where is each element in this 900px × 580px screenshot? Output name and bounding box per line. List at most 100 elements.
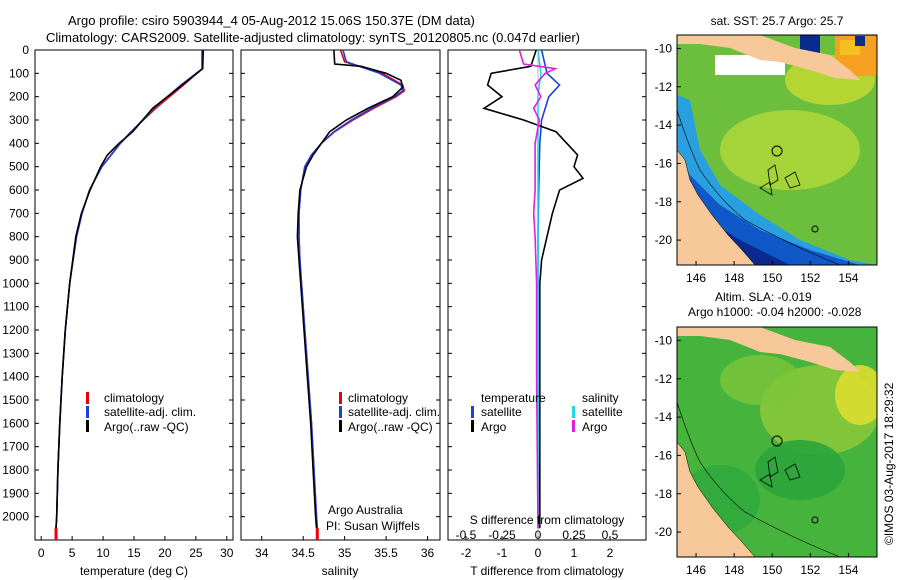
sst-map: [677, 35, 877, 265]
map-lat-tick-label: -10: [655, 41, 673, 55]
island-marker: [811, 225, 819, 233]
map-lon-tick-label: 152: [800, 563, 820, 577]
map-lon-tick-label: 152: [800, 271, 820, 285]
x-tick-label: 35: [338, 546, 352, 560]
panel-series-group: [296, 50, 406, 529]
map-lat-tick-label: -12: [655, 372, 673, 386]
s-diff-tick-label: -0.25: [488, 528, 516, 542]
x-tick-label: 30: [220, 546, 234, 560]
depth-tick-label: 1400: [2, 370, 29, 384]
x-tick-label: 34.5: [292, 546, 316, 560]
map-lon-tick-label: 154: [838, 563, 858, 577]
map-lat-tick-label: -12: [655, 80, 673, 94]
reef-outline: [759, 164, 801, 196]
salinity-axes: [240, 49, 441, 541]
legend-climatology-swatch: [339, 392, 342, 404]
series-salinity-argo-line: [518, 50, 559, 529]
argo-australia-label: Argo Australia: [328, 503, 403, 517]
x-tick-label: 1: [571, 546, 578, 560]
depth-tick-label: 800: [9, 230, 29, 244]
x-tick-label: 36: [421, 546, 435, 560]
x-tick-label: 10: [96, 546, 110, 560]
legend-t-satellite-label: satellite: [481, 405, 522, 419]
series-argo-raw-qc-line: [296, 50, 404, 529]
legend-t-argo-label: Argo: [481, 420, 507, 434]
figure-title-line2: Climatology: CARS2009. Satellite-adjuste…: [46, 30, 580, 45]
map-lon-tick-label: 154: [838, 271, 858, 285]
bathymetry-contour: [677, 109, 841, 265]
s-diff-tick-label: -0.5: [456, 528, 477, 542]
argo-location-marker: [771, 435, 783, 447]
sst-missing-data: [855, 36, 865, 46]
legend-satellite-label: satellite-adj. clim.: [348, 405, 440, 419]
depth-tick-label: 300: [9, 113, 29, 127]
figure-title-line1: Argo profile: csiro 5903944_4 05-Aug-201…: [68, 13, 475, 28]
temperature-xlabel: temperature (deg C): [80, 564, 188, 578]
difference-axes: [447, 49, 647, 541]
x-tick-label: -1: [497, 546, 508, 560]
legend-satellite-swatch: [339, 406, 342, 418]
map-ticks-layer: 146 148 150 152 154 -10 -12 -14 -16 -18 -20 146 148 1…: [655, 41, 859, 577]
depth-tick-label: 1700: [2, 440, 29, 454]
map-lon-tick-label: 150: [762, 563, 782, 577]
depth-tick-label: 1300: [2, 346, 29, 360]
sla-high-patch: [835, 365, 877, 425]
legend-temperature-heading: temperature: [481, 391, 546, 405]
map-lon-tick-label: 146: [686, 563, 706, 577]
legend-s-satellite-label: satellite: [582, 405, 623, 419]
legend-climatology-label: climatology: [104, 391, 164, 405]
depth-tick-label: 100: [9, 66, 29, 80]
series-salinity-satellite-line: [537, 50, 542, 529]
sla-low-patch: [755, 440, 845, 500]
map-lat-tick-label: -16: [655, 156, 673, 170]
x-tick-label: -2: [461, 546, 472, 560]
legend-climatology-label: climatology: [348, 391, 408, 405]
salinity-xlabel: salinity: [322, 564, 359, 578]
pi-label: PI: Susan Wijffels: [326, 519, 420, 533]
sla-map-title-line2: Argo h1000: -0.04 h2000: -0.028: [688, 305, 862, 319]
sla-high-patch: [720, 355, 800, 405]
x-tick-label: 0: [38, 546, 45, 560]
depth-tick-label: 900: [9, 253, 29, 267]
sla-map-title-line1: Altim. SLA: -0.019: [715, 290, 812, 304]
x-tick-label: 35.5: [374, 546, 398, 560]
legend-s-argo-swatch: [572, 420, 575, 432]
x-tick-label: 2: [607, 546, 614, 560]
legend-climatology-swatch: [86, 392, 89, 404]
land-australia: [677, 441, 756, 557]
x-tick-label: 15: [127, 546, 141, 560]
legend-t-satellite-swatch: [471, 406, 474, 418]
depth-tick-label: 2000: [2, 510, 29, 524]
argo-location-marker: [771, 145, 783, 157]
map-lat-tick-label: -16: [655, 448, 673, 462]
panel-series-group: [55, 50, 205, 529]
panel-series-group: [482, 50, 585, 529]
profile-lines-layer: [54, 50, 585, 540]
series-argo-raw-qc-line: [55, 50, 205, 529]
axes-ticks-layer: 0100200300400500600700800900100011001200…: [2, 43, 646, 560]
sst-map-title: sat. SST: 25.7 Argo: 25.7: [711, 14, 844, 28]
depth-tick-label: 200: [9, 90, 29, 104]
reef-outline: [759, 456, 801, 488]
map-lat-tick-label: -20: [655, 525, 673, 539]
x-tick-label: 25: [189, 546, 203, 560]
map-lat-tick-label: -18: [655, 487, 673, 501]
land-png: [677, 35, 860, 80]
map-lat-tick-label: -20: [655, 233, 673, 247]
depth-tick-label: 1100: [3, 300, 29, 314]
depth-tick-label: 1800: [2, 463, 29, 477]
depth-tick-label: 1500: [2, 393, 29, 407]
x-tick-label: 0: [535, 546, 542, 560]
x-tick-label: 34: [255, 546, 269, 560]
island-marker: [811, 516, 819, 524]
salinity-legend: climatology satellite-adj. clim. Argo(..…: [339, 391, 440, 434]
legend-satellite-label: satellite-adj. clim.: [104, 405, 196, 419]
s-diff-tick-label: 0.25: [562, 528, 586, 542]
legend-s-satellite-swatch: [572, 406, 575, 418]
bathymetry-contour: [677, 401, 841, 557]
depth-tick-label: 600: [9, 183, 29, 197]
map-lon-tick-label: 148: [724, 271, 744, 285]
depth-tick-label: 0: [22, 43, 29, 57]
sst-map-frame: [676, 34, 878, 266]
depth-tick-label: 1600: [2, 416, 29, 430]
